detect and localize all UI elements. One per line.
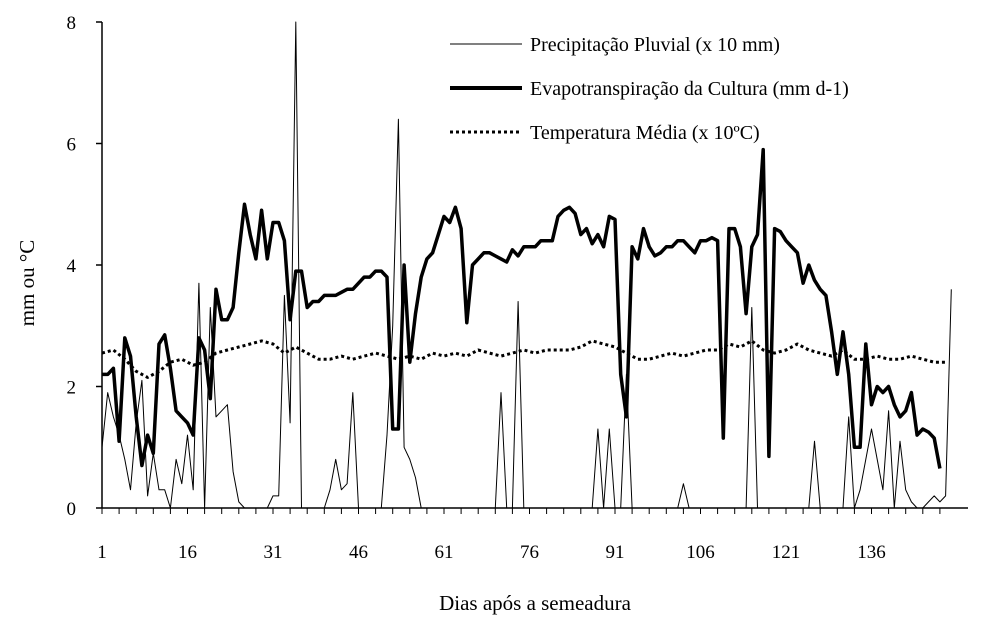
y-ticks: 0 2 4 6 8 — [67, 13, 102, 520]
x-tick-label: 121 — [772, 542, 801, 563]
legend-label-precipitation: Precipitação Pluvial (x 10 mm) — [530, 34, 780, 56]
x-tick-label: 61 — [435, 542, 454, 563]
x-tick-label: 136 — [857, 542, 886, 563]
legend-label-evapotranspiration: Evapotranspiração da Cultura (mm d-1) — [530, 78, 849, 100]
x-ticks: 1 16 31 46 61 76 91 106 121 136 — [97, 508, 941, 563]
legend: Precipitação Pluvial (x 10 mm) Evapotran… — [450, 34, 849, 144]
series-evapotranspiration — [102, 147, 942, 469]
y-tick-label: 2 — [67, 378, 77, 399]
x-tick-label: 1 — [97, 542, 107, 563]
y-axis-title: mm ou °C — [15, 240, 39, 327]
series-temperature — [101, 339, 946, 379]
x-tick-label: 91 — [606, 542, 625, 563]
y-tick-label: 6 — [67, 135, 77, 156]
x-tick-label: 46 — [349, 542, 368, 563]
y-tick-label: 8 — [67, 13, 77, 34]
x-tick-label: 31 — [264, 542, 283, 563]
x-tick-label: 76 — [520, 542, 539, 563]
y-tick-label: 0 — [67, 499, 77, 520]
x-axis-title: Dias após a semeadura — [439, 591, 632, 615]
x-tick-label: 16 — [178, 542, 197, 563]
y-tick-label: 4 — [67, 256, 77, 277]
x-tick-label: 106 — [686, 542, 715, 563]
legend-label-temperature: Temperatura Média (x 10ºC) — [530, 122, 760, 144]
